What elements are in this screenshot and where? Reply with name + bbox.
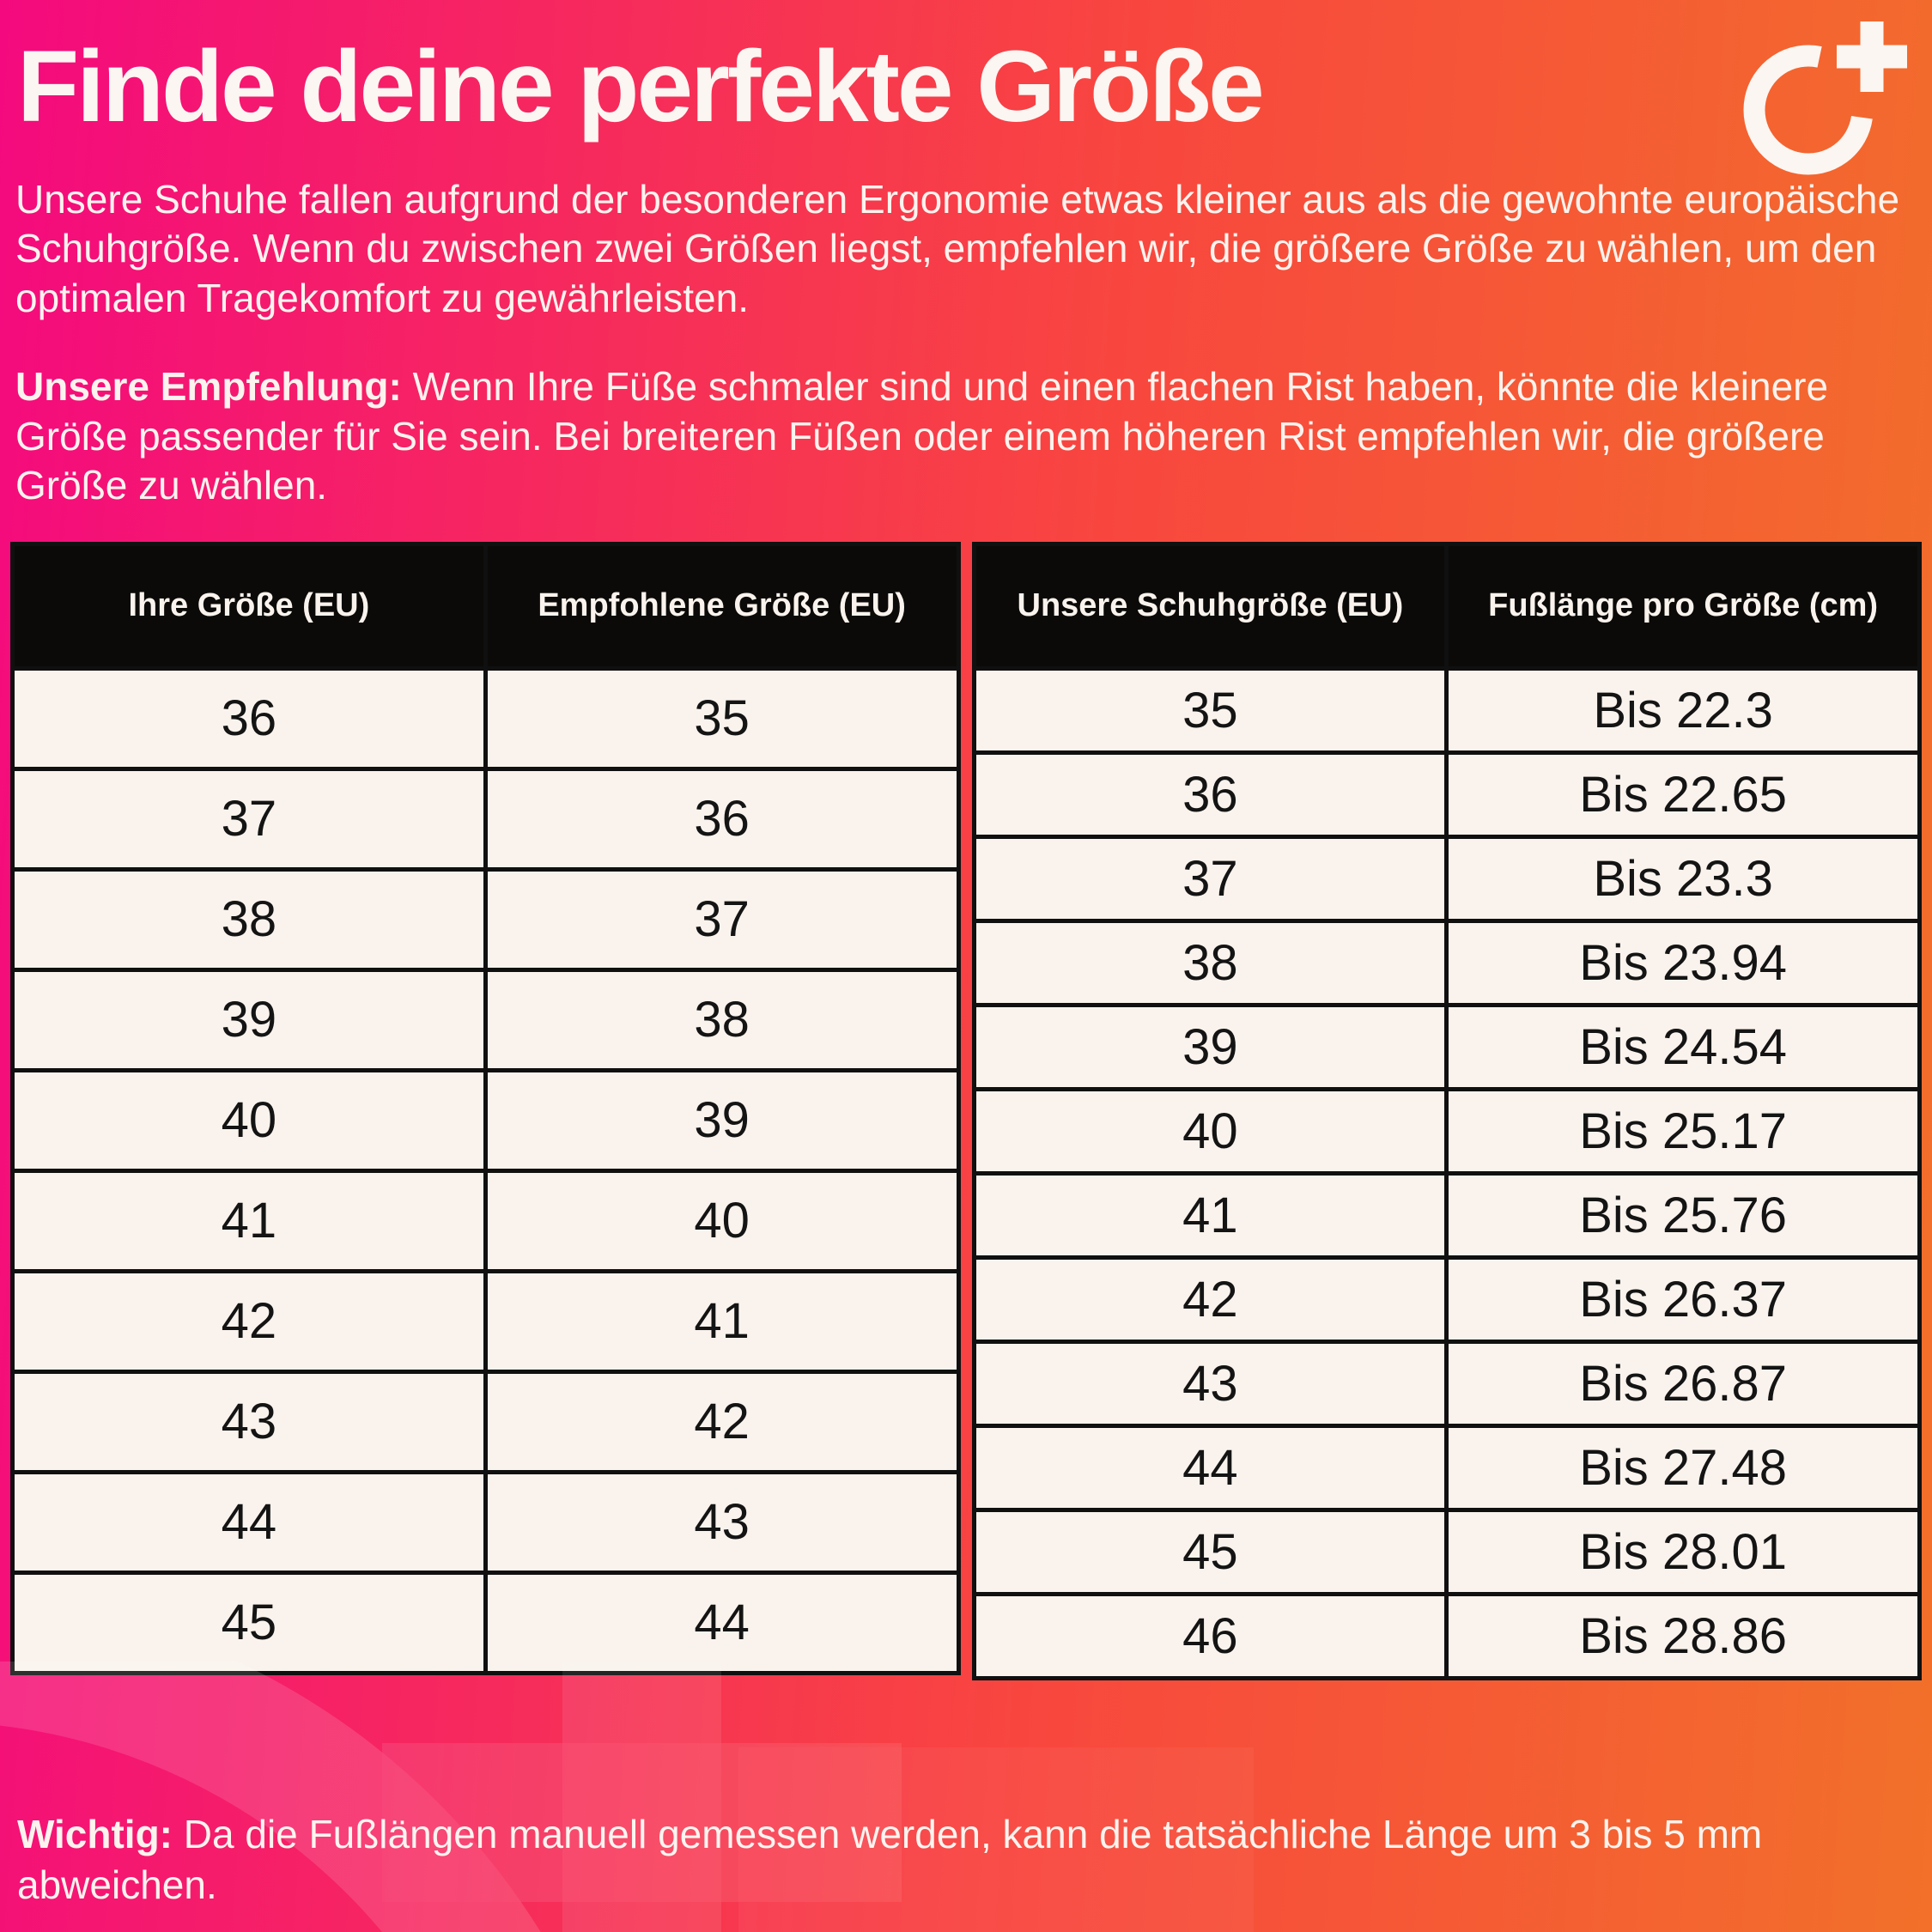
page-title: Finde deine perfekte Größe xyxy=(17,30,1265,143)
recommendation-text: Wenn Ihre Füße schmaler sind und einen f… xyxy=(15,364,1829,508)
table-row: 44 43 xyxy=(10,1469,961,1575)
table-cell: Bis 22.3 xyxy=(1444,665,1922,755)
table-row: 41 40 xyxy=(10,1168,961,1273)
table-row: 42 41 xyxy=(10,1268,961,1374)
note-text: Da die Fußlängen manuell gemessen werden… xyxy=(17,1811,1763,1907)
table-cell: 39 xyxy=(10,967,488,1072)
table-row: 46 Bis 28.86 xyxy=(971,1591,1922,1680)
table-cell: Bis 27.48 xyxy=(1444,1423,1922,1512)
table-cell: 41 xyxy=(483,1268,961,1374)
table-cell: Bis 23.94 xyxy=(1444,918,1922,1007)
table-row: 40 Bis 25.17 xyxy=(971,1086,1922,1176)
table-cell: 40 xyxy=(10,1067,488,1173)
column-header-recommended-size: Empfohlene Größe (EU) xyxy=(483,541,961,671)
table-row: 43 Bis 26.87 xyxy=(971,1339,1922,1428)
brand-logo-icon xyxy=(1743,21,1907,175)
intro-text: Unsere Schuhe fallen aufgrund der besond… xyxy=(15,176,1900,320)
intro-paragraph: Unsere Schuhe fallen aufgrund der besond… xyxy=(0,175,1932,324)
table-cell: 40 xyxy=(971,1086,1449,1176)
table-cell: 38 xyxy=(483,967,961,1072)
table-cell: Bis 26.87 xyxy=(1444,1339,1922,1428)
table-row: 44 Bis 27.48 xyxy=(971,1423,1922,1512)
table-cell: 41 xyxy=(10,1168,488,1273)
table-cell: 38 xyxy=(10,866,488,972)
table-cell: 37 xyxy=(483,866,961,972)
note-label: Wichtig: xyxy=(17,1811,173,1856)
table-cell: Bis 23.3 xyxy=(1444,834,1922,923)
table-cell: 42 xyxy=(971,1255,1449,1344)
table-row: 38 Bis 23.94 xyxy=(971,918,1922,1007)
table-cell: 40 xyxy=(483,1168,961,1273)
table-cell: Bis 28.86 xyxy=(1444,1591,1922,1680)
table-cell: 36 xyxy=(10,665,488,771)
table-cell: 43 xyxy=(971,1339,1449,1428)
table-cell: Bis 26.37 xyxy=(1444,1255,1922,1344)
table-row: 41 Bis 25.76 xyxy=(971,1170,1922,1260)
column-header-our-shoe-size: Unsere Schuhgröße (EU) xyxy=(971,541,1449,671)
table-cell: 37 xyxy=(971,834,1449,923)
table-row: 42 Bis 26.37 xyxy=(971,1255,1922,1344)
table-row: 40 39 xyxy=(10,1067,961,1173)
table-cell: 45 xyxy=(971,1507,1449,1596)
column-header-your-size: Ihre Größe (EU) xyxy=(10,541,488,671)
recommendation-paragraph: Unsere Empfehlung: Wenn Ihre Füße schmal… xyxy=(0,362,1932,511)
column-header-foot-length: Fußlänge pro Größe (cm) xyxy=(1444,541,1922,671)
table-row: 37 36 xyxy=(10,766,961,872)
important-note: Wichtig: Da die Fußlängen manuell gemess… xyxy=(0,1809,1932,1911)
table-row: 38 37 xyxy=(10,866,961,972)
table-row: 36 35 xyxy=(10,665,961,771)
table-header-row: Unsere Schuhgröße (EU) Fußlänge pro Größ… xyxy=(971,541,1922,671)
table-row: 37 Bis 23.3 xyxy=(971,834,1922,923)
table-cell: Bis 25.17 xyxy=(1444,1086,1922,1176)
table-row: 43 42 xyxy=(10,1369,961,1474)
table-cell: 43 xyxy=(483,1469,961,1575)
table-cell: Bis 25.76 xyxy=(1444,1170,1922,1260)
table-cell: 41 xyxy=(971,1170,1449,1260)
recommendation-label: Unsere Empfehlung: xyxy=(15,364,402,410)
table-cell: 39 xyxy=(483,1067,961,1173)
table-cell: 42 xyxy=(483,1369,961,1474)
table-cell: 44 xyxy=(971,1423,1449,1512)
table-cell: 35 xyxy=(971,665,1449,755)
table-cell: 36 xyxy=(483,766,961,872)
table-cell: 36 xyxy=(971,750,1449,839)
table-row: 39 Bis 24.54 xyxy=(971,1002,1922,1091)
table-cell: 42 xyxy=(10,1268,488,1374)
table-row: 45 44 xyxy=(10,1570,961,1675)
table-row: 36 Bis 22.65 xyxy=(971,750,1922,839)
table-cell: 43 xyxy=(10,1369,488,1474)
table-cell: 46 xyxy=(971,1591,1449,1680)
table-cell: 44 xyxy=(10,1469,488,1575)
size-conversion-table: Ihre Größe (EU) Empfohlene Größe (EU) 36… xyxy=(10,541,961,1675)
table-cell: Bis 24.54 xyxy=(1444,1002,1922,1091)
table-cell: Bis 22.65 xyxy=(1444,750,1922,839)
size-tables: Ihre Größe (EU) Empfohlene Größe (EU) 36… xyxy=(0,541,1932,1680)
table-cell: 39 xyxy=(971,1002,1449,1091)
table-cell: 38 xyxy=(971,918,1449,1007)
table-cell: 35 xyxy=(483,665,961,771)
table-row: 39 38 xyxy=(10,967,961,1072)
table-cell: 45 xyxy=(10,1570,488,1675)
table-cell: Bis 28.01 xyxy=(1444,1507,1922,1596)
table-row: 35 Bis 22.3 xyxy=(971,665,1922,755)
table-cell: 37 xyxy=(10,766,488,872)
table-header-row: Ihre Größe (EU) Empfohlene Größe (EU) xyxy=(10,541,961,671)
table-row: 45 Bis 28.01 xyxy=(971,1507,1922,1596)
foot-length-table: Unsere Schuhgröße (EU) Fußlänge pro Größ… xyxy=(971,541,1923,1680)
table-cell: 44 xyxy=(483,1570,961,1675)
